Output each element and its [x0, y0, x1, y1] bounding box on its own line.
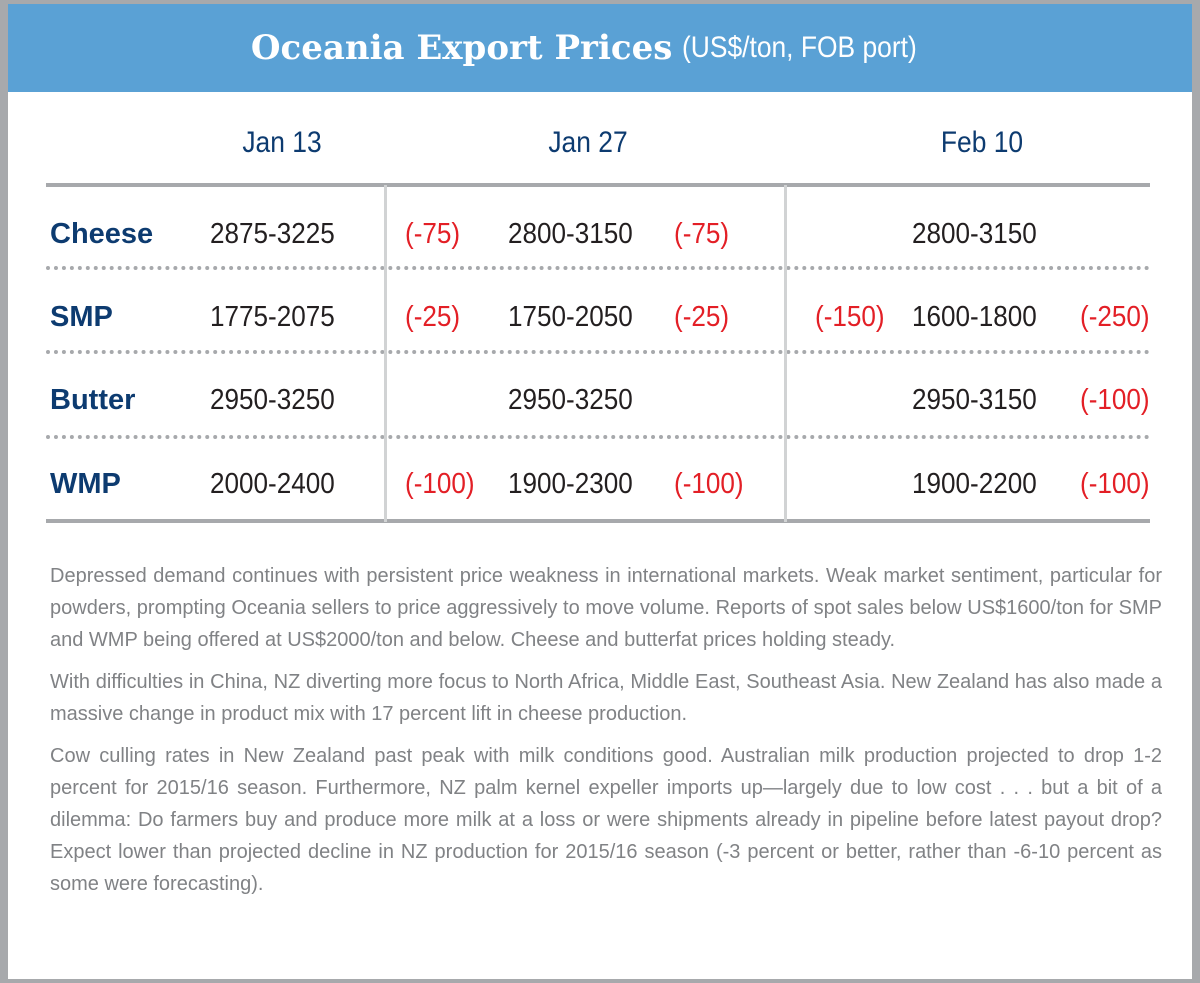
price-range: 2950-3250	[210, 384, 335, 416]
commentary: Depressed demand continues with persiste…	[50, 560, 1162, 910]
price-change: (-25)	[674, 301, 730, 333]
note-paragraph: Depressed demand continues with persiste…	[50, 565, 1162, 651]
price-change: (-75)	[405, 218, 461, 250]
table-top-rule	[46, 183, 1150, 187]
price-range: 1900-2200	[912, 468, 1037, 500]
note-paragraph: Cow culling rates in New Zealand past pe…	[50, 745, 1162, 895]
price-change: (-150)	[815, 301, 885, 333]
price-range: 1600-1800	[912, 301, 1037, 333]
row-divider	[46, 350, 1150, 354]
page-title: Oceania Export Prices	[250, 28, 673, 68]
table-bottom-rule	[46, 519, 1150, 523]
column-header-jan13: Jan 13	[242, 126, 322, 159]
product-label: Butter	[50, 384, 136, 416]
product-label: Cheese	[50, 218, 154, 250]
price-range: 2950-3250	[508, 384, 633, 416]
title-banner: Oceania Export Prices (US$/ton, FOB port…	[8, 4, 1192, 92]
row-divider	[46, 435, 1150, 439]
price-range: 2950-3150	[912, 384, 1037, 416]
price-range: 2800-3150	[912, 218, 1037, 250]
column-divider	[384, 185, 387, 522]
note-paragraph: With difficulties in China, NZ diverting…	[50, 671, 1162, 725]
price-change: (-100)	[1080, 468, 1150, 500]
price-change: (-250)	[1080, 301, 1150, 333]
price-range: 2875-3225	[210, 218, 335, 250]
price-change: (-75)	[674, 218, 730, 250]
price-range: 1750-2050	[508, 301, 633, 333]
price-range: 2800-3150	[508, 218, 633, 250]
price-range: 2000-2400	[210, 468, 335, 500]
price-range: 1900-2300	[508, 468, 633, 500]
product-label: SMP	[50, 301, 113, 333]
row-divider	[46, 266, 1150, 270]
title-unit: (US$/ton, FOB port)	[682, 31, 918, 64]
price-change: (-100)	[1080, 384, 1150, 416]
price-range: 1775-2075	[210, 301, 335, 333]
column-header-jan27: Jan 27	[548, 126, 628, 159]
price-change: (-100)	[674, 468, 744, 500]
price-change: (-100)	[405, 468, 475, 500]
column-divider	[784, 185, 787, 522]
column-header-feb10: Feb 10	[940, 126, 1024, 159]
price-change: (-25)	[405, 301, 461, 333]
product-label: WMP	[50, 468, 121, 500]
